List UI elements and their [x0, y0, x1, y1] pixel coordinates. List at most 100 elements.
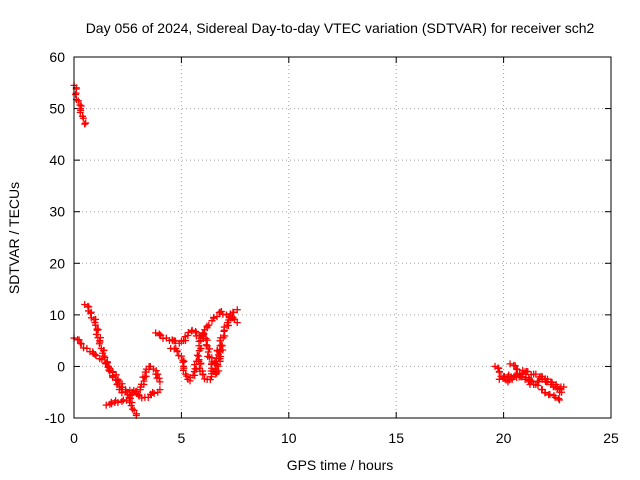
series-pass-j — [506, 360, 563, 404]
data-point — [154, 370, 162, 378]
y-tick-label: 10 — [49, 307, 65, 323]
data-point — [519, 370, 527, 378]
data-point — [199, 371, 207, 379]
x-axis-label: GPS time / hours — [287, 457, 394, 473]
data-point — [205, 321, 213, 329]
data-point — [75, 336, 83, 344]
data-point — [106, 367, 114, 375]
data-point — [118, 397, 126, 405]
data-point — [87, 309, 95, 317]
data-point — [126, 394, 134, 402]
data-point — [127, 402, 135, 410]
data-point — [177, 352, 185, 360]
data-point — [82, 119, 90, 127]
data-point — [188, 326, 196, 334]
data-point — [134, 391, 142, 399]
data-point — [548, 378, 556, 386]
y-tick-label: 40 — [49, 152, 65, 168]
data-point — [83, 344, 91, 352]
data-point — [560, 383, 568, 391]
data-point — [92, 330, 100, 338]
data-point — [202, 341, 210, 349]
data-point — [128, 399, 136, 407]
series-pass-g — [195, 306, 241, 384]
y-tick-label: 50 — [49, 101, 65, 117]
series-pass-a — [70, 81, 90, 128]
data-point — [192, 328, 200, 336]
data-point — [173, 348, 181, 356]
data-point — [74, 97, 82, 105]
chart-title: Day 056 of 2024, Sidereal Day-to-day VTE… — [86, 20, 595, 36]
axis-ticks — [73, 56, 612, 419]
y-tick-label: 20 — [49, 255, 65, 271]
y-tick-label: -10 — [45, 410, 65, 426]
data-point — [546, 390, 554, 398]
x-tick-label: 5 — [178, 430, 186, 446]
data-point — [184, 329, 192, 337]
data-point — [210, 313, 218, 321]
y-tick-label: 60 — [49, 49, 65, 65]
data-point — [551, 393, 559, 401]
data-point — [213, 313, 221, 321]
data-point — [102, 401, 110, 409]
data-point — [204, 352, 212, 360]
data-point — [532, 370, 540, 378]
series-pass-d — [102, 362, 164, 409]
x-tick-labels: 0 5 10 15 20 25 — [70, 430, 619, 446]
data-point — [527, 376, 535, 384]
data-point — [76, 108, 84, 116]
data-point — [558, 388, 566, 396]
y-tick-labels: -10 0 10 20 30 40 50 60 — [45, 49, 65, 426]
data-point — [555, 396, 563, 404]
x-tick-label: 25 — [603, 430, 619, 446]
data-point — [534, 382, 542, 390]
data-point — [91, 321, 99, 329]
data-point — [183, 372, 191, 380]
plot-frame — [73, 56, 612, 419]
y-tick-label: 0 — [57, 358, 65, 374]
data-point — [105, 366, 113, 374]
data-point — [172, 337, 180, 345]
data-point — [91, 350, 99, 358]
data-point — [501, 374, 509, 382]
data-point — [133, 387, 141, 395]
data-point — [555, 395, 563, 403]
data-point — [206, 345, 214, 353]
data-point — [506, 360, 514, 368]
data-point — [197, 360, 205, 368]
data-point — [114, 398, 122, 406]
data-point — [528, 377, 536, 385]
data-point — [118, 389, 126, 397]
data-point — [93, 326, 101, 334]
data-point — [140, 377, 148, 385]
data-point — [217, 341, 225, 349]
data-point — [233, 306, 241, 314]
data-point — [495, 368, 503, 376]
x-tick-label: 10 — [281, 430, 297, 446]
data-point — [214, 351, 222, 359]
series-pass-c — [81, 301, 140, 419]
data-points — [70, 81, 568, 419]
y-axis-label: SDTVAR / TECUs — [6, 182, 22, 294]
data-point — [198, 332, 206, 340]
data-point — [72, 91, 80, 99]
data-point — [101, 354, 109, 362]
data-point — [193, 351, 201, 359]
series-pass-i — [495, 367, 566, 396]
data-point — [524, 368, 532, 376]
data-point — [92, 352, 100, 360]
data-point — [495, 375, 503, 383]
data-point — [112, 376, 120, 384]
data-point — [95, 340, 103, 348]
data-point — [230, 308, 238, 316]
data-point — [156, 378, 164, 386]
data-point — [150, 389, 158, 397]
data-point — [77, 340, 85, 348]
y-tick-label: 30 — [49, 204, 65, 220]
x-tick-label: 0 — [70, 430, 78, 446]
data-point — [513, 366, 521, 374]
data-point — [156, 386, 164, 394]
data-point — [155, 374, 163, 382]
data-point — [100, 352, 108, 360]
